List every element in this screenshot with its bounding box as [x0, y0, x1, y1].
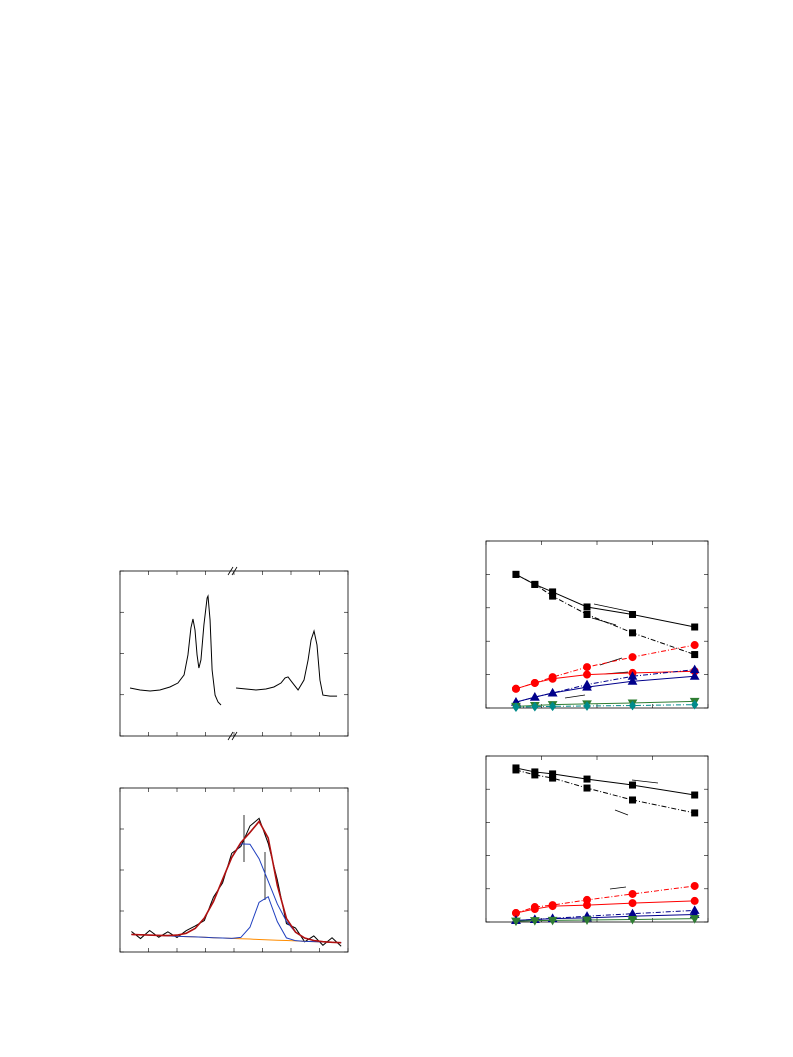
- series-line: [515, 573, 695, 656]
- marker: [689, 905, 700, 914]
- marker: [531, 771, 539, 779]
- series-line: [515, 704, 695, 708]
- marker: [548, 901, 557, 910]
- marker: [531, 580, 539, 588]
- plot-frame: [119, 787, 349, 953]
- series-line: [515, 644, 695, 690]
- marker: [628, 700, 637, 711]
- marker: [628, 653, 637, 662]
- marker: [583, 610, 591, 618]
- marker: [583, 784, 591, 792]
- marker: [628, 889, 637, 898]
- marker: [511, 917, 521, 927]
- marker: [583, 895, 592, 904]
- series-line: [129, 594, 222, 706]
- marker: [529, 692, 540, 701]
- series-line: [515, 909, 695, 921]
- series-line: [515, 885, 695, 914]
- arrow: [564, 603, 659, 890]
- marker: [583, 603, 591, 611]
- marker: [629, 629, 637, 637]
- plot-frame: [119, 570, 349, 737]
- series-line: [515, 669, 695, 703]
- marker: [689, 915, 700, 924]
- marker: [547, 687, 558, 697]
- marker: [512, 570, 520, 578]
- marker: [582, 679, 592, 689]
- marker: [512, 702, 520, 712]
- marker: [511, 684, 520, 693]
- marker: [690, 896, 699, 905]
- marker: [530, 678, 539, 687]
- marker: [689, 664, 700, 674]
- marker: [690, 641, 699, 650]
- marker: [531, 701, 539, 712]
- marker: [627, 908, 638, 918]
- marker: [512, 766, 520, 774]
- plot-frame: [485, 755, 709, 923]
- marker: [583, 701, 591, 711]
- marker: [549, 592, 557, 600]
- axis-break: [227, 566, 238, 741]
- marker: [629, 781, 637, 789]
- marker: [628, 899, 637, 908]
- series-line: [515, 918, 695, 922]
- marker: [549, 774, 557, 782]
- series-line: [515, 675, 695, 703]
- marker: [691, 651, 699, 659]
- marker: [582, 916, 592, 926]
- series-line: [515, 670, 695, 690]
- marker: [691, 809, 699, 817]
- marker: [627, 676, 638, 685]
- marker: [691, 699, 699, 710]
- marker: [629, 796, 637, 804]
- series-line: [131, 820, 342, 944]
- series-line: [515, 767, 695, 796]
- series-line: [131, 843, 342, 944]
- marker: [530, 903, 539, 912]
- marker: [691, 791, 699, 799]
- marker: [629, 610, 637, 618]
- marker: [548, 673, 557, 682]
- series-line: [236, 629, 338, 697]
- marker: [690, 881, 699, 890]
- series-line: [515, 900, 695, 914]
- marker: [547, 916, 558, 926]
- marker: [583, 670, 592, 679]
- marker: [689, 671, 700, 680]
- series-line: [515, 769, 695, 814]
- marker: [583, 775, 591, 783]
- series-line: [131, 817, 342, 947]
- marker: [583, 663, 592, 672]
- marker: [627, 916, 638, 925]
- series-line: [515, 700, 695, 707]
- marker: [529, 917, 540, 926]
- series-line: [515, 573, 695, 628]
- marker: [548, 701, 557, 712]
- marker: [691, 623, 699, 631]
- marker: [627, 671, 638, 680]
